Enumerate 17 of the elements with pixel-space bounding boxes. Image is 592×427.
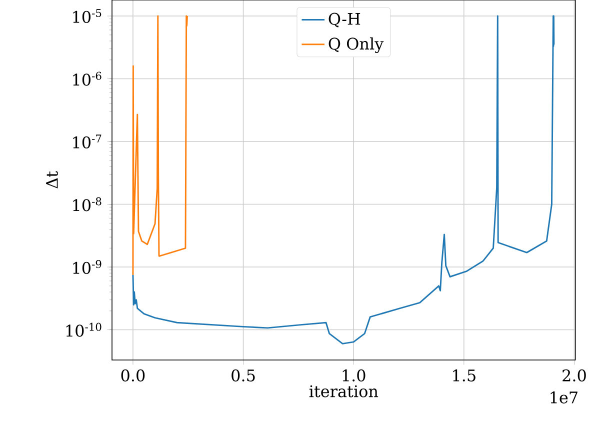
legend-label: Q-H	[328, 12, 360, 28]
y-tick-label: 10$^{-5}$	[73, 9, 102, 23]
line-series	[132, 15, 188, 276]
x-tick-label: 2.0	[562, 369, 586, 382]
x-axis-title: iteration	[309, 385, 378, 398]
x-tick-label: 1.5	[453, 369, 476, 382]
y-tick-label: 10$^{-6}$	[73, 72, 102, 86]
y-axis-title: Δt	[46, 171, 58, 188]
y-tick-label: 10$^{-9}$	[73, 260, 102, 274]
x-tick-label: 0.5	[232, 369, 255, 382]
x-tick-label: 0.0	[121, 369, 145, 382]
text: 1e7	[550, 391, 578, 404]
legend-label: Q Only	[328, 37, 384, 54]
y-tick-label: 10$^{-7}$	[73, 134, 102, 148]
y-tick-label: 10$^{-10}$	[66, 322, 102, 337]
x-tick-label: 1.0	[342, 369, 366, 382]
y-tick-label: 10$^{-8}$	[73, 197, 102, 212]
